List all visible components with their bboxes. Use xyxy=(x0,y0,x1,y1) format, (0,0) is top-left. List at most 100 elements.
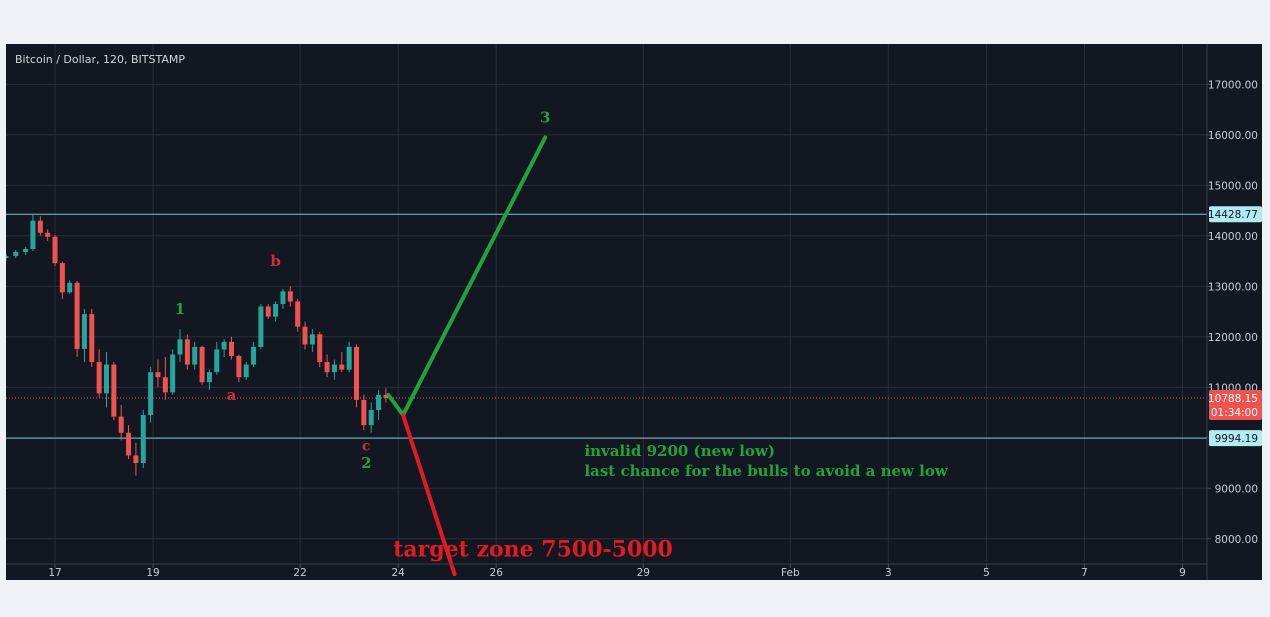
candle-body xyxy=(214,349,220,373)
x-axis: 17 19 22 24 26 29 Feb 3 5 7 9 xyxy=(6,563,1207,579)
candle-body xyxy=(346,346,352,370)
x-tick-label: 29 xyxy=(637,567,650,579)
drawings xyxy=(386,135,548,577)
candle-body xyxy=(228,341,234,356)
x-tick-label: Feb xyxy=(781,567,800,579)
candle-body xyxy=(383,394,389,399)
candle-body xyxy=(52,236,58,264)
candle-body xyxy=(317,334,323,363)
annotation-label: c xyxy=(362,438,371,454)
candle-body xyxy=(339,364,345,370)
price-chart[interactable]: 3 b 1 a c2 invalid 9200 (new low) last chance … xyxy=(6,44,1262,580)
candle-body xyxy=(30,220,36,249)
last-price-tag xyxy=(1209,389,1262,420)
candle-body xyxy=(59,263,65,293)
candle-body xyxy=(140,415,146,464)
y-tick-label: 15000.00 xyxy=(1208,180,1258,192)
level-tag xyxy=(1209,430,1262,447)
candle-body xyxy=(162,377,168,393)
annotation-label: last chance for the bulls to avoid a new… xyxy=(584,462,948,480)
candle-body xyxy=(133,455,139,464)
y-axis: 8000.009000.0010000.0011000.0012000.0013… xyxy=(1206,44,1258,580)
candle-body xyxy=(243,364,249,378)
x-tick-label: 24 xyxy=(391,567,405,579)
candle-body xyxy=(302,326,308,345)
price-tags: 14428.77 9994.19 10788.15 01:34:00 xyxy=(1208,206,1262,447)
horizontal-lines xyxy=(6,213,1207,439)
x-tick-label: 3 xyxy=(885,567,892,579)
candle-body xyxy=(184,339,190,365)
x-tick-label: 19 xyxy=(146,567,159,579)
candle-body xyxy=(177,339,183,355)
x-tick-label: 26 xyxy=(490,567,504,579)
x-tick-label: 7 xyxy=(1081,567,1088,579)
candle-body xyxy=(155,372,161,378)
candle-body xyxy=(96,362,102,394)
level-tag-label: 14428.77 xyxy=(1208,209,1258,221)
candle-body xyxy=(206,372,212,383)
candle-body xyxy=(103,364,109,394)
x-tick-label: 9 xyxy=(1179,567,1186,579)
candle-body xyxy=(221,341,227,350)
candle-body xyxy=(111,364,117,417)
candle-body xyxy=(280,291,286,304)
candle-body xyxy=(353,346,359,400)
candle-body xyxy=(67,282,73,293)
candle-body xyxy=(324,362,330,373)
candle-body xyxy=(368,410,374,426)
y-tick-label: 13000.00 xyxy=(1208,281,1258,293)
countdown-label: 01:34:00 xyxy=(1211,407,1258,419)
y-tick-label: 8000.00 xyxy=(1215,534,1258,546)
chart-panel[interactable]: 3 b 1 a c 2 invalid 9200 (new low) last chance … xyxy=(6,44,1262,580)
candle-body xyxy=(192,346,198,365)
candle-body xyxy=(13,252,19,257)
candle-body xyxy=(23,248,29,252)
level-tag xyxy=(1209,206,1262,223)
candle-body xyxy=(118,416,124,433)
candle-body xyxy=(376,394,382,411)
candle-body xyxy=(236,356,242,378)
symbol-title: Bitcoin / Dollar, 120, BITSTAMP xyxy=(15,53,185,66)
y-tick-label: 17000.00 xyxy=(1208,79,1258,91)
y-tick-label: 12000.00 xyxy=(1208,332,1258,344)
candle-body xyxy=(81,314,87,349)
y-tick-label: 14000.00 xyxy=(1208,231,1258,243)
y-tick-label: 9000.00 xyxy=(1215,483,1258,495)
bearish-projection-line xyxy=(401,413,457,577)
y-tick-label: 16000.00 xyxy=(1208,130,1258,142)
candle-body xyxy=(251,346,257,365)
annotation-label: invalid 9200 (new low) xyxy=(584,442,775,460)
candle-body xyxy=(309,334,315,345)
level-tag-label: 9994.19 xyxy=(1215,433,1258,445)
candle-body xyxy=(148,372,154,416)
candle-body xyxy=(45,232,51,237)
candle-body xyxy=(126,432,132,456)
candle-body xyxy=(273,304,279,317)
candle-body xyxy=(199,346,205,383)
candle-body xyxy=(37,220,43,233)
annotation-label: 2 xyxy=(361,454,371,472)
candle-body xyxy=(6,256,9,259)
candle-body xyxy=(74,282,80,349)
candle-body xyxy=(287,291,293,302)
annotation-label: 1 xyxy=(175,300,185,318)
candle-body xyxy=(361,399,367,426)
candle-body xyxy=(170,354,176,393)
bullish-projection-line xyxy=(386,135,548,418)
candle-body xyxy=(89,314,95,363)
candles xyxy=(6,214,389,476)
candle-body xyxy=(331,364,337,373)
annotation-label: target zone 7500-5000 xyxy=(393,536,673,562)
last-price-label: 10788.15 xyxy=(1208,393,1258,405)
candle-body xyxy=(295,301,301,327)
annotations: 3 b 1 a c2 invalid 9200 (new low) last chance … xyxy=(175,108,949,562)
annotation-label: 3 xyxy=(540,108,550,126)
annotation-label: a xyxy=(227,386,237,404)
x-tick-label: 5 xyxy=(983,567,990,579)
candle-body xyxy=(265,306,271,317)
x-tick-label: 22 xyxy=(293,567,306,579)
annotation-label: b xyxy=(270,252,281,270)
grid xyxy=(6,44,1207,564)
candle-body xyxy=(258,306,264,347)
x-tick-label: 17 xyxy=(48,567,61,579)
